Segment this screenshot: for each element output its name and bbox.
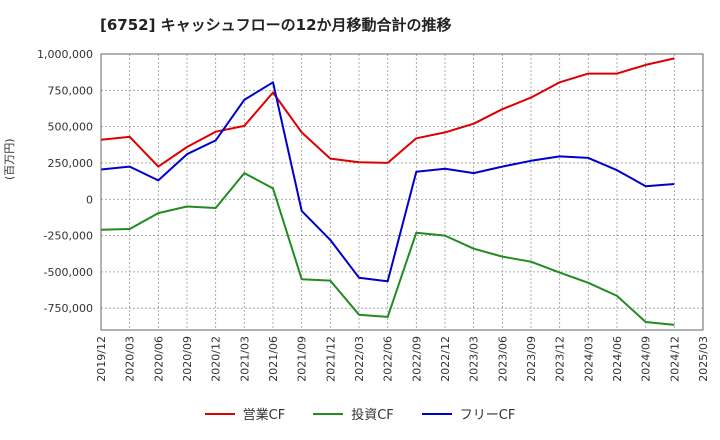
x-tick-label: 2021/09 [296,336,309,382]
x-tick-label: 2021/06 [267,336,280,382]
y-tick-label: 750,000 [48,84,94,97]
x-tick-label: 2023/09 [525,336,538,382]
legend-label-free: フリーCF [459,408,516,423]
legend-item-operating: 営業CF [204,404,286,423]
x-tick-label: 2022/12 [439,336,452,382]
legend-item-investing: 投資CF [313,404,394,423]
x-tick-label: 2023/12 [554,336,567,382]
legend: 営業CF 投資CF フリーCF [0,404,720,423]
legend-swatch-operating [204,412,235,415]
x-tick-label: 2024/06 [611,336,624,382]
legend-label-investing: 投資CF [351,408,394,423]
x-tick-label: 2020/09 [181,336,194,382]
y-tick-label: -250,000 [44,230,93,243]
x-tick-label: 2024/03 [582,336,595,382]
x-tick-label: 2019/12 [95,336,108,382]
x-tick-label: 2025/03 [697,336,710,382]
legend-label-operating: 営業CF [242,408,286,423]
x-tick-label: 2024/12 [668,336,681,382]
x-tick-label: 2023/03 [468,336,481,382]
x-tick-label: 2020/12 [210,336,223,382]
y-tick-label: 500,000 [48,121,94,134]
x-tick-label: 2022/09 [410,336,423,382]
y-tick-label: -500,000 [44,266,93,279]
plot-frame [100,53,704,331]
legend-item-free: フリーCF [421,404,516,423]
series-line-investing [100,172,675,326]
x-tick-label: 2021/03 [238,336,251,382]
x-tick-label: 2022/03 [353,336,366,382]
series-line-operating [100,57,675,168]
x-tick-label: 2020/03 [124,336,137,382]
x-tick-label: 2021/12 [324,336,337,382]
x-tick-label: 2022/06 [382,336,395,382]
x-tick-label: 2023/06 [496,336,509,382]
y-tick-label: -750,000 [44,302,93,315]
y-tick-label: 0 [86,193,93,206]
series-line-free [100,81,675,283]
chart-title: [6752] キャッシュフローの12か月移動合計の推移 [100,16,452,34]
y-tick-label: 250,000 [48,157,94,170]
y-tick-label: 1,000,000 [37,48,93,61]
x-tick-label: 2024/09 [640,336,653,382]
legend-swatch-free [421,412,452,415]
legend-swatch-investing [313,412,344,415]
x-tick-label: 2020/06 [152,336,165,382]
